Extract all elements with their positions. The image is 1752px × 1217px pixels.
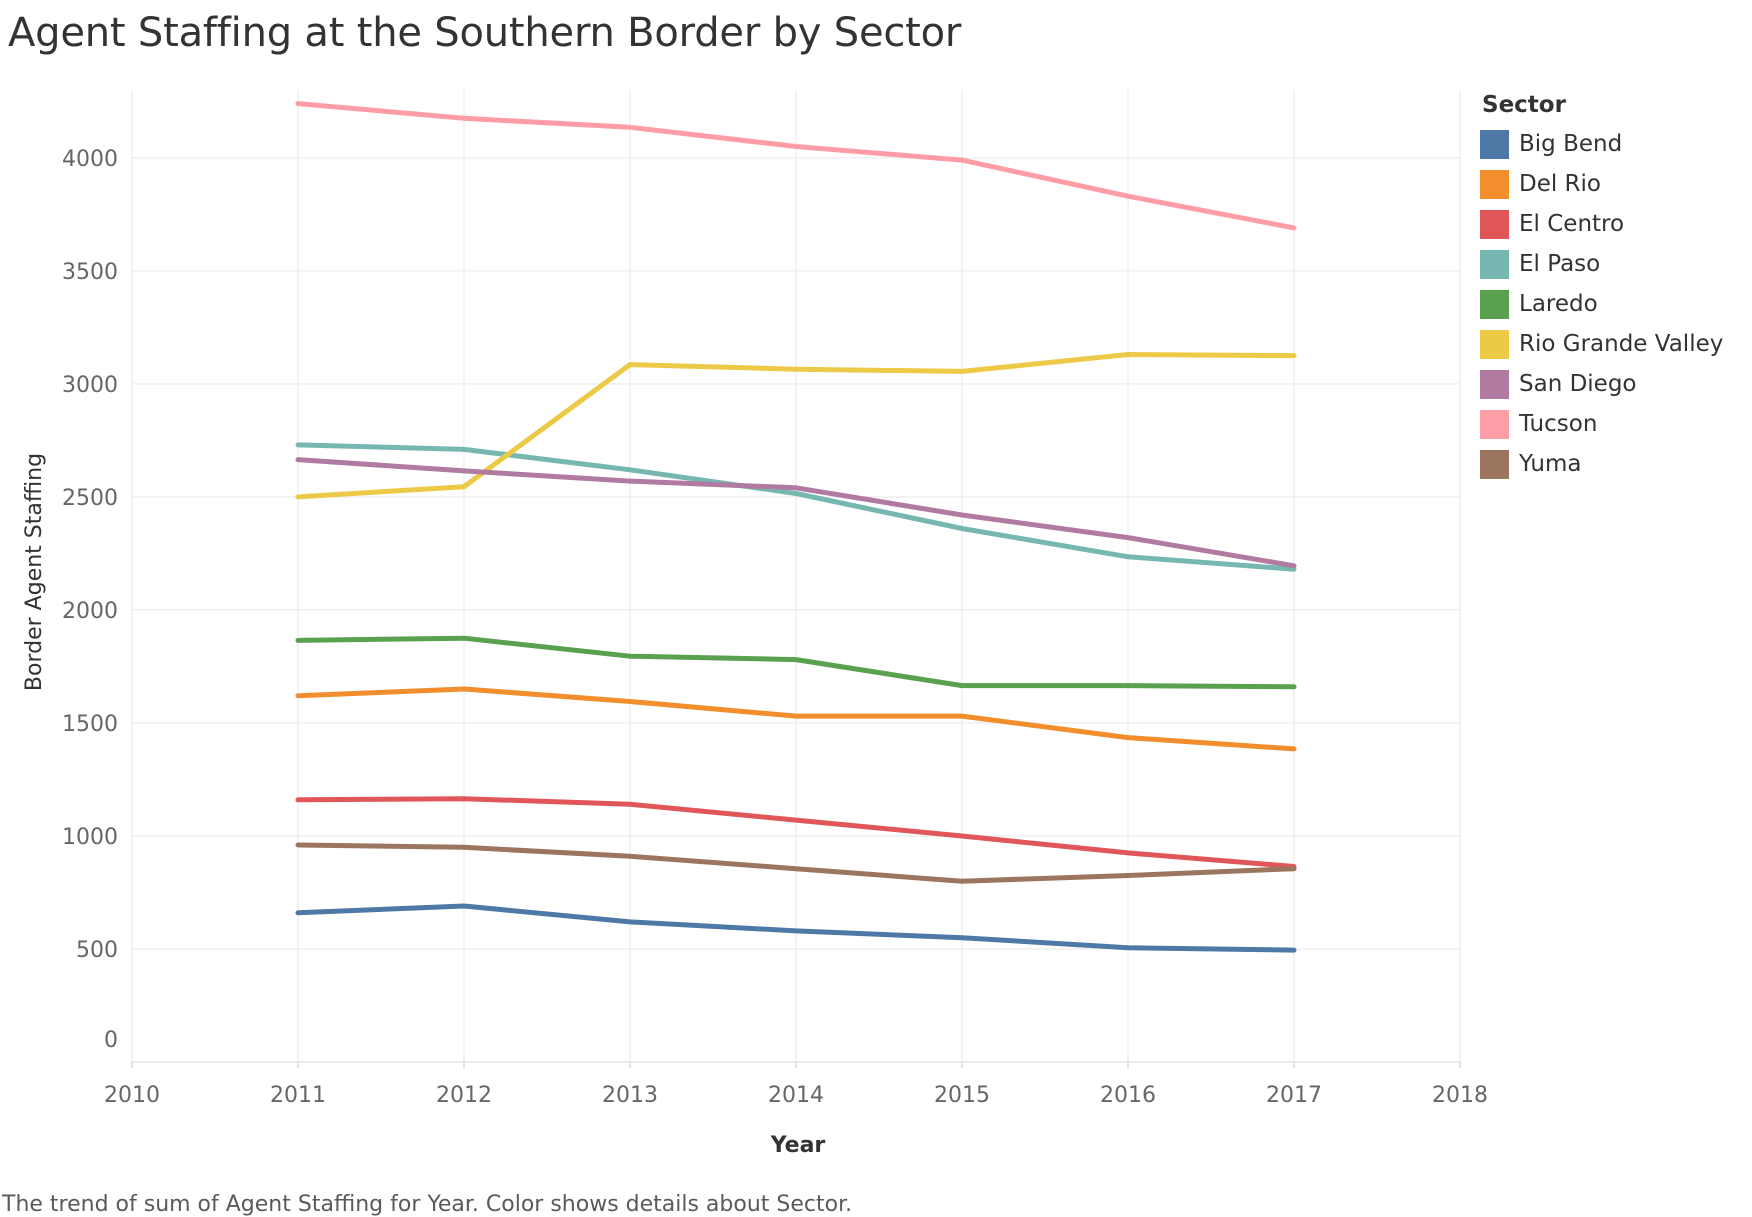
- y-tick-label: 1500: [62, 712, 118, 737]
- chart-title: Agent Staffing at the Southern Border by…: [8, 10, 962, 56]
- legend-item-yuma[interactable]: Yuma: [1480, 444, 1748, 484]
- x-tick-label: 2014: [768, 1083, 824, 1108]
- x-axis-title: Year: [770, 1133, 826, 1158]
- legend-swatch: [1480, 209, 1509, 239]
- series-lines: [295, 101, 1297, 953]
- series-line-laredo: [295, 635, 1297, 690]
- legend-item-tucson[interactable]: Tucson: [1480, 404, 1748, 444]
- series-line-yuma: [295, 842, 1297, 884]
- legend-swatch: [1480, 289, 1509, 319]
- chart-caption: The trend of sum of Agent Staffing for Y…: [2, 1192, 853, 1217]
- y-axis-title: Border Agent Staffing: [22, 453, 47, 691]
- x-tick-labels: 2010 2011 2012 2013 2014 2015 2016 2017 2018: [104, 1062, 1488, 1108]
- gridlines: [131, 90, 1461, 1062]
- x-tick-label: 2018: [1432, 1083, 1488, 1108]
- legend-item-el-paso[interactable]: El Paso: [1480, 244, 1748, 284]
- legend-item-rio-grande-valley[interactable]: Rio Grande Valley: [1480, 324, 1748, 364]
- legend-items: Big Bend Del Rio El Centro El Paso Laredo Rio…: [1480, 124, 1748, 484]
- legend-item-del-rio[interactable]: Del Rio: [1480, 164, 1748, 204]
- legend-item-big-bend[interactable]: Big Bend: [1480, 124, 1748, 164]
- x-tick-label: 2015: [934, 1083, 990, 1108]
- y-tick-label: 500: [76, 938, 118, 963]
- legend-swatch: [1480, 409, 1509, 439]
- legend-label: Laredo: [1519, 291, 1598, 317]
- legend-swatch: [1480, 249, 1509, 279]
- series-line-del-rio: [295, 686, 1297, 752]
- y-tick-label: 1000: [62, 825, 118, 850]
- x-tick-label: 2010: [104, 1083, 160, 1108]
- legend-label: Yuma: [1519, 451, 1582, 477]
- y-tick-labels: 0 500 1000 1500 2000 2500 3000 3500 4000: [62, 147, 118, 1053]
- y-tick-label: 4000: [62, 147, 118, 172]
- legend: Sector Big Bend Del Rio El Centro El Paso La…: [1480, 92, 1748, 484]
- series-line-rio-grande-valley: [295, 352, 1297, 500]
- legend-label: El Paso: [1519, 251, 1601, 277]
- legend-label: San Diego: [1519, 371, 1637, 397]
- legend-swatch: [1480, 169, 1509, 199]
- x-tick-label: 2012: [436, 1083, 492, 1108]
- y-tick-label: 3000: [62, 373, 118, 398]
- legend-label: Rio Grande Valley: [1519, 331, 1724, 357]
- legend-label: Tucson: [1519, 411, 1598, 437]
- legend-swatch: [1480, 129, 1509, 159]
- series-line-el-centro: [295, 796, 1297, 869]
- y-tick-label: 2500: [62, 486, 118, 511]
- y-tick-label: 3500: [62, 260, 118, 285]
- legend-label: Big Bend: [1519, 131, 1623, 157]
- x-tick-label: 2011: [270, 1083, 326, 1108]
- series-line-tucson: [295, 101, 1297, 231]
- legend-item-el-centro[interactable]: El Centro: [1480, 204, 1748, 244]
- x-tick-label: 2017: [1266, 1083, 1322, 1108]
- legend-item-laredo[interactable]: Laredo: [1480, 284, 1748, 324]
- x-tick-label: 2016: [1100, 1083, 1156, 1108]
- legend-item-san-diego[interactable]: San Diego: [1480, 364, 1748, 404]
- legend-label: El Centro: [1519, 211, 1625, 237]
- legend-label: Del Rio: [1519, 171, 1602, 197]
- x-tick-label: 2013: [602, 1083, 658, 1108]
- y-tick-label: 2000: [62, 599, 118, 624]
- legend-swatch: [1480, 449, 1509, 479]
- legend-title: Sector: [1482, 92, 1566, 118]
- legend-swatch: [1480, 329, 1509, 359]
- legend-swatch: [1480, 369, 1509, 399]
- series-line-el-paso: [295, 442, 1297, 572]
- series-line-san-diego: [295, 457, 1297, 569]
- series-line-big-bend: [295, 903, 1297, 953]
- y-tick-label: 0: [104, 1028, 118, 1053]
